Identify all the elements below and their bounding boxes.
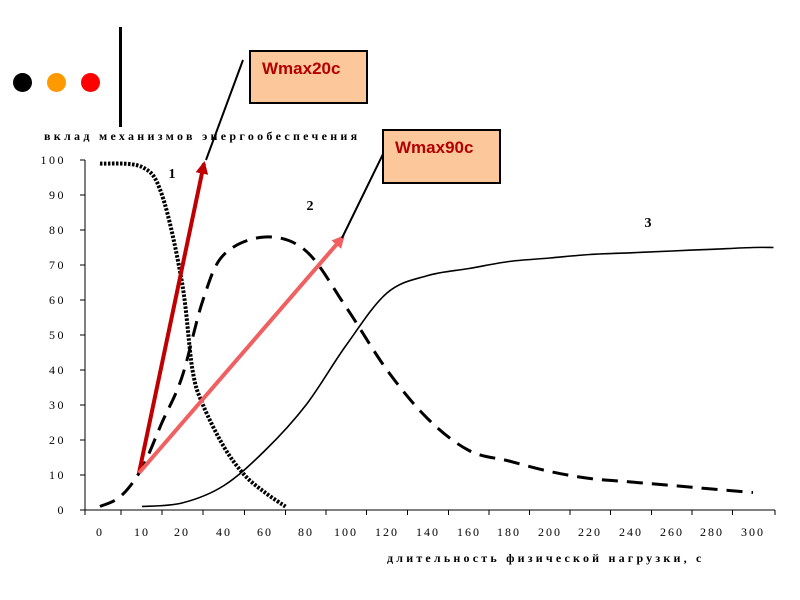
red-bullet-dot (81, 73, 100, 92)
x-tick-label: 60 (257, 525, 273, 539)
y-tick-label: 20 (49, 433, 66, 447)
x-tick-label: 260 (660, 525, 684, 539)
x-tick-label: 120 (375, 525, 399, 539)
series-3-label: 3 (645, 216, 652, 231)
x-tick-label: 20 (174, 525, 190, 539)
x-tick-label: 220 (578, 525, 602, 539)
orange-bullet-dot (47, 73, 66, 92)
y-tick-label: 40 (49, 363, 66, 377)
callout-leader-line-2 (341, 149, 386, 239)
x-tick-label: 160 (457, 525, 481, 539)
series-2-line (99, 235, 754, 508)
x-tick-label: 300 (741, 525, 765, 539)
x-tick-label: 240 (619, 525, 643, 539)
y-axis-label: вклад механизмов энергообеспечения (44, 129, 361, 143)
x-tick-label: 40 (216, 525, 232, 539)
y-tick-label: 10 (49, 468, 66, 482)
y-tick-label: 60 (49, 293, 66, 307)
annotation-arrow-1 (137, 160, 209, 474)
x-tick-label: 10 (134, 525, 150, 539)
callout-wmax90: Wmax90c (382, 129, 501, 184)
x-tick-label: 200 (538, 525, 562, 539)
y-tick-label: 80 (49, 223, 66, 237)
x-tick-label: 280 (700, 525, 724, 539)
y-tick-label: 30 (49, 398, 66, 412)
series-1-label: 1 (169, 167, 176, 182)
annotation-arrow-2 (137, 235, 345, 475)
x-tick-label: 80 (298, 525, 314, 539)
x-tick-label: 0 (96, 525, 104, 539)
y-tick-label: 100 (41, 153, 67, 167)
callout-leader-line-1 (205, 59, 244, 161)
series-2-label: 2 (307, 199, 314, 214)
y-tick-label: 50 (49, 328, 66, 342)
x-tick-label: 180 (497, 525, 521, 539)
series-3-line (141, 246, 774, 508)
y-tick-label: 0 (58, 503, 67, 517)
y-tick-label: 70 (49, 258, 66, 272)
vertical-divider (119, 27, 122, 127)
x-axis-label: длительность физической нагрузки, с (387, 551, 705, 565)
black-bullet-dot (13, 73, 32, 92)
series-1-line (99, 161, 287, 509)
x-tick-label: 140 (416, 525, 440, 539)
callout-wmax20: Wmax20c (249, 50, 368, 104)
y-tick-label: 90 (49, 188, 66, 202)
x-tick-label: 100 (334, 525, 358, 539)
